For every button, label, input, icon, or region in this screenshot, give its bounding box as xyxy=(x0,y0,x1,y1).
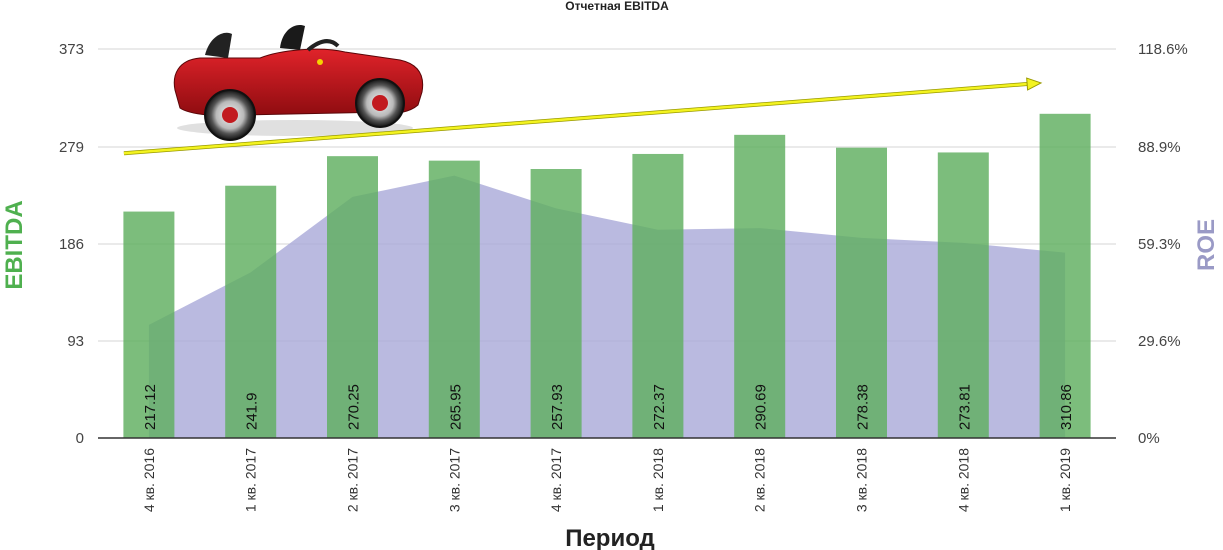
x-tick-label: 1 кв. 2019 xyxy=(1057,448,1073,512)
bar-value-label: 270.25 xyxy=(346,384,363,430)
left-axis-ticks: 0 93 186 279 373 xyxy=(59,41,84,447)
bar-value-label: 265.95 xyxy=(447,384,464,430)
ebitda-bar xyxy=(327,156,378,438)
bar-value-label: 272.37 xyxy=(651,384,668,430)
x-tick-label: 1 кв. 2018 xyxy=(650,448,666,512)
y2-tick-label: 59.3% xyxy=(1138,236,1181,253)
bar-value-label: 278.38 xyxy=(855,384,872,430)
bar-value-label: 273.81 xyxy=(956,384,973,430)
x-tick-label: 4 кв. 2017 xyxy=(548,448,564,512)
ebitda-bar xyxy=(428,160,480,438)
trend-arrow xyxy=(123,77,1043,156)
x-tick-label: 3 кв. 2018 xyxy=(854,448,870,512)
y2-tick-label: 0% xyxy=(1138,430,1160,447)
ebitda-bar xyxy=(836,147,887,438)
ebitda-bar xyxy=(632,153,684,438)
chart-title: Отчетная EBITDA xyxy=(565,0,669,13)
y-tick-label: 0 xyxy=(76,430,84,447)
x-tick-label: 3 кв. 2017 xyxy=(446,448,462,512)
y-axis-label-right: ROE xyxy=(1193,219,1220,271)
trend-arrow-head xyxy=(1026,77,1043,91)
ebitda-bar xyxy=(734,134,786,438)
roe-area xyxy=(148,175,1066,438)
y-tick-label: 186 xyxy=(59,236,84,253)
x-tick-label: 2 кв. 2017 xyxy=(345,448,361,512)
ebitda-bar xyxy=(225,185,277,438)
y2-tick-label: 88.9% xyxy=(1138,139,1181,156)
bar-value-label: 310.86 xyxy=(1058,384,1075,430)
y-tick-label: 93 xyxy=(67,333,84,350)
x-tick-label: 1 кв. 2017 xyxy=(243,448,259,512)
x-axis-ticks: 4 кв. 2016 1 кв. 2017 2 кв. 2017 3 кв. 2017… xyxy=(141,448,1073,512)
ebitda-bar xyxy=(1039,113,1091,439)
y2-tick-label: 29.6% xyxy=(1138,333,1181,350)
right-axis-ticks: 0% 29.6% 59.3% 88.9% 118.6% xyxy=(1138,41,1188,447)
x-tick-label: 2 кв. 2018 xyxy=(752,448,768,512)
ebitda-bar xyxy=(937,152,989,438)
trend-arrow-line xyxy=(123,82,1036,155)
y-axis-label-left: EBITDA xyxy=(1,200,28,289)
y-tick-label: 279 xyxy=(59,139,84,156)
y-tick-label: 373 xyxy=(59,41,84,58)
ebitda-bars xyxy=(123,113,1091,439)
bar-value-label: 257.93 xyxy=(549,384,566,430)
bar-value-label: 241.9 xyxy=(244,392,261,430)
ebitda-bar xyxy=(530,169,582,438)
x-tick-label: 4 кв. 2018 xyxy=(955,448,971,512)
bar-value-label: 290.69 xyxy=(753,384,770,430)
roe-area-path xyxy=(148,175,1066,438)
bar-value-label: 217.12 xyxy=(142,384,159,430)
x-axis-label: Период xyxy=(565,525,655,550)
red-toy-car-icon xyxy=(173,24,424,141)
bar-data-labels: 217.12 241.9 270.25 265.95 257.93 272.37 290.6… xyxy=(142,384,1075,430)
y2-tick-label: 118.6% xyxy=(1138,41,1188,58)
ebitda-bar xyxy=(123,211,175,438)
x-tick-label: 4 кв. 2016 xyxy=(141,448,157,512)
